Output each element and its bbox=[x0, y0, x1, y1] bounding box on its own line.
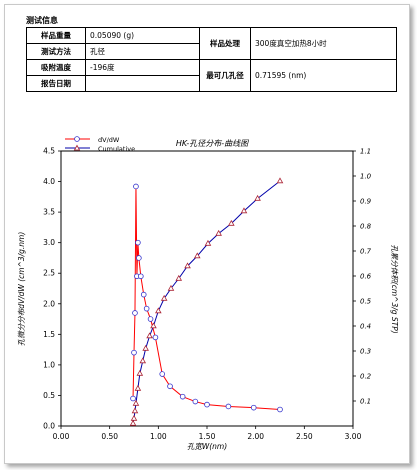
y-left-tick-label: 4.5 bbox=[43, 147, 55, 156]
data-point-dv-dw bbox=[250, 404, 257, 411]
legend-label-cumulative: Cumulative bbox=[98, 145, 135, 153]
data-point-cumulative bbox=[134, 384, 142, 391]
x-axis: 0.00 0.50 1.00 1.50 2.00 2.50 3.00 bbox=[53, 426, 362, 441]
data-point-cumulative bbox=[142, 344, 149, 351]
y-left-tick-label: 2.5 bbox=[43, 269, 55, 278]
data-point-dv-dw bbox=[167, 383, 173, 390]
y-right-tick-label: 1.0 bbox=[360, 173, 372, 181]
data-point-cumulative bbox=[139, 357, 147, 364]
data-point-dv-dw bbox=[140, 291, 147, 298]
data-point-cumulative bbox=[167, 284, 175, 291]
data-point-cumulative bbox=[146, 332, 153, 339]
y-left-tick-label: 4.0 bbox=[43, 177, 55, 186]
info-table: 样品重量 0.05090 (g) 样品处理 300度真空加热8小时 测试方法 孔… bbox=[26, 27, 397, 92]
data-point-dv-dw bbox=[159, 371, 166, 377]
data-point-cumulative bbox=[160, 294, 168, 301]
most-probable-label: 最可几孔径 bbox=[199, 59, 251, 92]
data-point-dv-dw bbox=[143, 305, 150, 312]
data-point-dv-dw bbox=[133, 183, 139, 190]
x-tick-label: 3.00 bbox=[345, 432, 362, 441]
data-point-dv-dw bbox=[135, 239, 141, 246]
data-point-dv-dw bbox=[179, 393, 186, 400]
data-point-dv-dw bbox=[225, 403, 232, 410]
y-left-axis-label: 孔微分分布dV/dW (cm^3/g.nm) bbox=[17, 232, 26, 347]
data-point-dv-dw bbox=[138, 273, 144, 280]
x-axis-label: 孔宽W(nm) bbox=[187, 442, 227, 451]
series-group bbox=[129, 177, 284, 426]
y-right-tick-label: 0.6 bbox=[360, 273, 372, 281]
data-point-dv-dw bbox=[131, 349, 137, 356]
legend-marker-dvdw bbox=[74, 136, 80, 142]
y-left-tick-label: 0.5 bbox=[43, 391, 55, 400]
report-date-value bbox=[85, 75, 200, 92]
data-point-cumulative bbox=[155, 307, 162, 314]
data-point-cumulative bbox=[204, 239, 212, 246]
data-point-cumulative bbox=[129, 419, 137, 426]
y-right-axis-label: 孔累分体积(cm^3/g STP) bbox=[390, 244, 399, 333]
plot-area bbox=[60, 150, 354, 427]
data-point-cumulative bbox=[215, 229, 222, 236]
data-point-cumulative bbox=[136, 369, 144, 376]
y-left-tick-label: 3.0 bbox=[43, 238, 55, 247]
data-point-cumulative bbox=[132, 399, 140, 406]
data-point-dv-dw bbox=[136, 255, 142, 261]
y-axis-left: 0.0 0.5 1.0 1.5 2.0 2.5 3.0 3.5 4.0 4.5 bbox=[43, 147, 61, 431]
section-title: 测试信息 bbox=[26, 16, 58, 25]
y-right-tick-label: 0.5 bbox=[360, 298, 372, 306]
x-tick-label: 1.50 bbox=[199, 432, 216, 441]
y-left-tick-label: 2.0 bbox=[43, 299, 55, 308]
data-point-dv-dw bbox=[147, 316, 154, 322]
y-axis-right: 0.1 0.2 0.3 0.4 0.5 0.6 0.7 0.8 0.9 1.0 1.1 bbox=[353, 148, 372, 406]
y-right-tick-label: 0.9 bbox=[360, 198, 372, 206]
data-point-cumulative bbox=[150, 322, 157, 329]
legend-label-dvdw: dV/dW bbox=[98, 136, 120, 144]
data-point-dv-dw bbox=[132, 310, 138, 316]
y-left-tick-label: 1.5 bbox=[43, 330, 55, 339]
x-tick-label: 0.00 bbox=[53, 432, 70, 441]
y-right-tick-label: 1.1 bbox=[360, 148, 371, 156]
y-right-tick-label: 0.8 bbox=[360, 223, 372, 231]
treatment-value: 300度真空加热8小时 bbox=[250, 27, 397, 60]
legend-marker-cumulative bbox=[73, 144, 81, 151]
data-point-dv-dw bbox=[204, 401, 210, 408]
y-right-tick-label: 0.3 bbox=[360, 348, 371, 356]
y-left-tick-label: 0.0 bbox=[43, 422, 55, 431]
treatment-label: 样品处理 bbox=[199, 27, 251, 60]
data-point-cumulative bbox=[240, 207, 248, 214]
x-tick-label: 1.00 bbox=[150, 432, 167, 441]
y-left-tick-label: 1.0 bbox=[43, 360, 55, 369]
data-point-cumulative bbox=[131, 407, 139, 414]
data-point-cumulative bbox=[130, 414, 138, 421]
data-point-cumulative bbox=[276, 177, 284, 184]
chart-title: HK-孔径分布-曲线图 bbox=[176, 139, 249, 148]
data-point-dv-dw bbox=[277, 406, 283, 413]
data-point-dv-dw bbox=[152, 334, 159, 341]
x-tick-label: 2.50 bbox=[296, 432, 313, 441]
data-point-cumulative bbox=[175, 274, 183, 281]
data-point-dv-dw bbox=[130, 395, 136, 402]
series-line-dv-dw bbox=[132, 186, 281, 410]
legend: dV/dW Cumulative bbox=[65, 136, 135, 153]
data-point-cumulative bbox=[254, 194, 261, 201]
series-line-cumulative bbox=[132, 180, 281, 424]
y-right-tick-label: 0.4 bbox=[360, 323, 371, 331]
y-left-tick-label: 3.5 bbox=[43, 208, 55, 217]
most-probable-value: 0.71595 (nm) bbox=[250, 59, 397, 92]
data-point-dv-dw bbox=[192, 398, 199, 405]
data-point-cumulative bbox=[184, 262, 191, 269]
x-tick-label: 2.00 bbox=[247, 432, 264, 441]
y-right-tick-label: 0.7 bbox=[360, 248, 372, 256]
x-tick-label: 0.50 bbox=[101, 432, 118, 441]
data-point-cumulative bbox=[228, 219, 235, 226]
y-right-tick-label: 0.2 bbox=[360, 373, 372, 381]
y-right-tick-label: 0.1 bbox=[360, 398, 371, 406]
data-point-cumulative bbox=[193, 252, 201, 259]
